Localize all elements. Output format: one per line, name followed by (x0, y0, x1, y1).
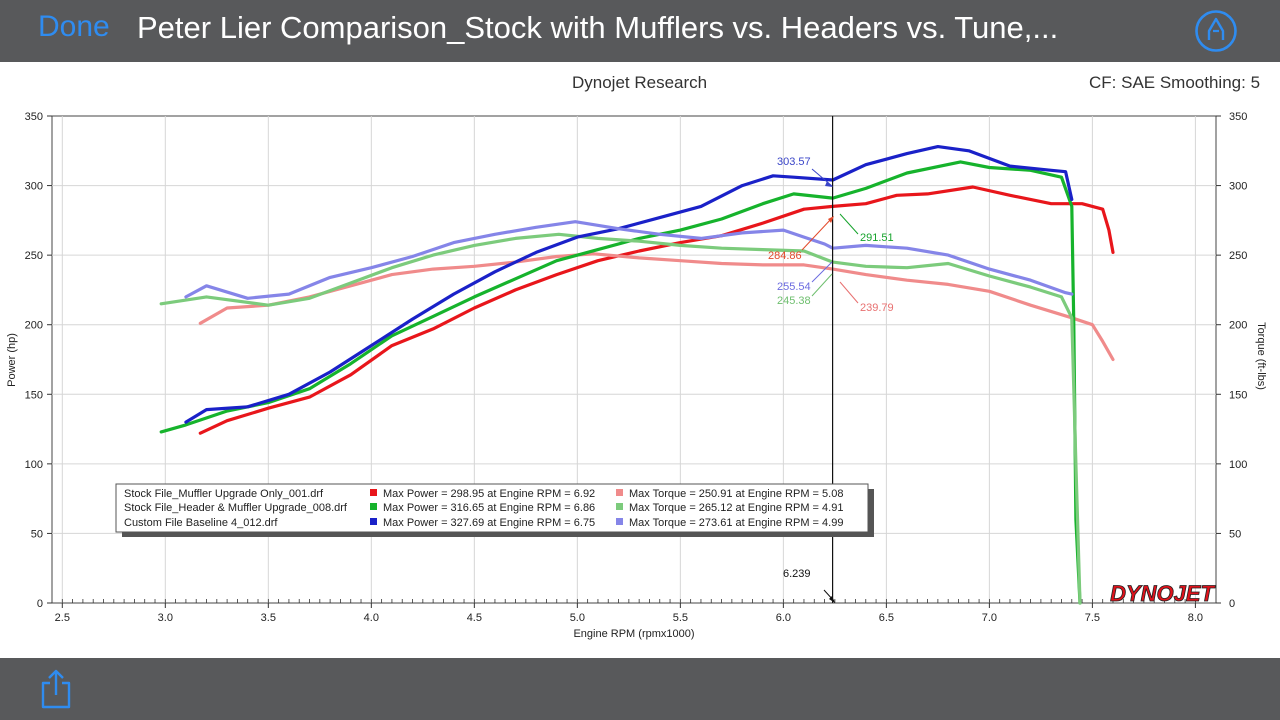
y-tick-label: 0 (37, 598, 43, 610)
series-lines (159, 145, 1115, 605)
x-tick-label: 8.0 (1188, 612, 1203, 624)
tick-marks (47, 115, 1221, 608)
annotation-291: 291.51 (860, 232, 894, 244)
x-tick-label: 3.5 (261, 612, 276, 624)
chart-header-right: CF: SAE Smoothing: 5 (1089, 73, 1261, 92)
viewer-bottom-toolbar (0, 658, 1280, 720)
legend-torque-1: Max Torque = 250.91 at Engine RPM = 5.08 (629, 488, 843, 500)
series-line-torque-3 (184, 220, 1074, 300)
legend-torque-2: Max Torque = 265.12 at Engine RPM = 4.91 (629, 502, 843, 514)
series-line-torque-2 (159, 232, 1082, 605)
y-tick-label: 250 (25, 250, 43, 262)
x-tick-label: 3.0 (158, 612, 173, 624)
legend-swatch (616, 489, 623, 496)
x-tick-label: 4.0 (364, 612, 379, 624)
x-tick-labels: 2.5 3.0 3.5 4.0 4.5 5.0 5.5 6.0 6.5 7.0 7.5 8.0 (55, 612, 1203, 624)
annotation-arrow (839, 281, 859, 304)
share-icon[interactable] (38, 668, 74, 710)
y2-tick-label: 50 (1229, 528, 1241, 540)
legend-power-3: Max Power = 327.69 at Engine RPM = 6.75 (383, 517, 595, 529)
x-axis-label: Engine RPM (rpmx1000) (573, 628, 694, 640)
y-tick-label: 200 (25, 320, 43, 332)
legend-panel (115, 483, 869, 533)
dyno-chart: 2.5 3.0 3.5 4.0 4.5 5.0 5.5 6.0 6.5 7.0 7.5 8.0 0 50… (6, 111, 1267, 640)
series-line-power-2 (159, 160, 1082, 605)
dynojet-logo: DYNOJET (1110, 581, 1215, 606)
y-tick-labels: 0 50 100 150 200 250 300 350 (25, 111, 43, 610)
y-tick-label: 100 (25, 459, 43, 471)
x-tick-label: 7.5 (1085, 612, 1100, 624)
y2-tick-label: 250 (1229, 250, 1247, 262)
y-axis-label: Power (hp) (6, 333, 18, 387)
y-tick-label: 50 (31, 528, 43, 540)
x-tick-label: 5.0 (570, 612, 585, 624)
legend-file-1: Stock File_Muffler Upgrade Only_001.drf (124, 488, 324, 500)
annotation-303: 303.57 (777, 156, 811, 168)
annotation-arrow (839, 213, 859, 235)
legend-swatch (370, 518, 377, 525)
chart-header-center: Dynojet Research (572, 73, 708, 92)
cursor-arrowhead (829, 596, 835, 603)
annotation-arrow (801, 217, 833, 251)
series-line-torque-1 (198, 252, 1115, 362)
y2-tick-label: 100 (1229, 459, 1247, 471)
annotation-284: 284.86 (768, 250, 802, 262)
annotation-239: 239.79 (860, 302, 894, 314)
annotations: 303.57 291.51 284.86 255.54 245.38 239.7… (768, 156, 894, 603)
y2-tick-label: 350 (1229, 111, 1247, 123)
annotation-arrow (811, 273, 833, 297)
series-line-power-3 (184, 145, 1074, 424)
x-tick-label: 5.5 (673, 612, 688, 624)
legend-swatch (616, 518, 623, 525)
legend-power-1: Max Power = 298.95 at Engine RPM = 6.92 (383, 488, 595, 500)
legend-swatch (370, 489, 377, 496)
annotation-255: 255.54 (777, 281, 811, 293)
annotation-arrowhead (825, 181, 833, 187)
cursor-rpm-label: 6.239 (783, 568, 811, 580)
legend-file-2: Stock File_Header & Muffler Upgrade_008.… (124, 502, 348, 514)
x-tick-label: 6.5 (879, 612, 894, 624)
y2-tick-label: 0 (1229, 598, 1235, 610)
y2-tick-label: 200 (1229, 320, 1247, 332)
y2-tick-label: 150 (1229, 389, 1247, 401)
x-tick-label: 6.0 (776, 612, 791, 624)
annotation-245: 245.38 (777, 295, 811, 307)
annotation-arrow (811, 261, 833, 283)
x-tick-label: 2.5 (55, 612, 70, 624)
done-button[interactable]: Done (38, 10, 110, 43)
legend-swatch (370, 503, 377, 510)
y2-tick-labels: 0 50 100 150 200 250 300 350 (1229, 111, 1247, 610)
legend-torque-3: Max Torque = 273.61 at Engine RPM = 4.99 (629, 517, 843, 529)
x-tick-label: 7.0 (982, 612, 997, 624)
viewer-toolbar (0, 0, 1280, 62)
markup-pen-icon[interactable] (1194, 9, 1238, 53)
legend-file-3: Custom File Baseline 4_012.drf (124, 517, 278, 529)
document-title: Peter Lier Comparison_Stock with Muffler… (137, 10, 1059, 45)
x-tick-label: 4.5 (467, 612, 482, 624)
y2-axis-label: Torque (ft-lbs) (1255, 322, 1267, 390)
legend-swatch (616, 503, 623, 510)
annotation-arrowhead (828, 216, 834, 223)
legend-box: Stock File_Muffler Upgrade Only_001.drf … (115, 483, 874, 537)
y2-tick-label: 300 (1229, 181, 1247, 193)
y-tick-label: 150 (25, 389, 43, 401)
y-tick-label: 300 (25, 181, 43, 193)
y-tick-label: 350 (25, 111, 43, 123)
legend-power-2: Max Power = 316.65 at Engine RPM = 6.86 (383, 502, 595, 514)
